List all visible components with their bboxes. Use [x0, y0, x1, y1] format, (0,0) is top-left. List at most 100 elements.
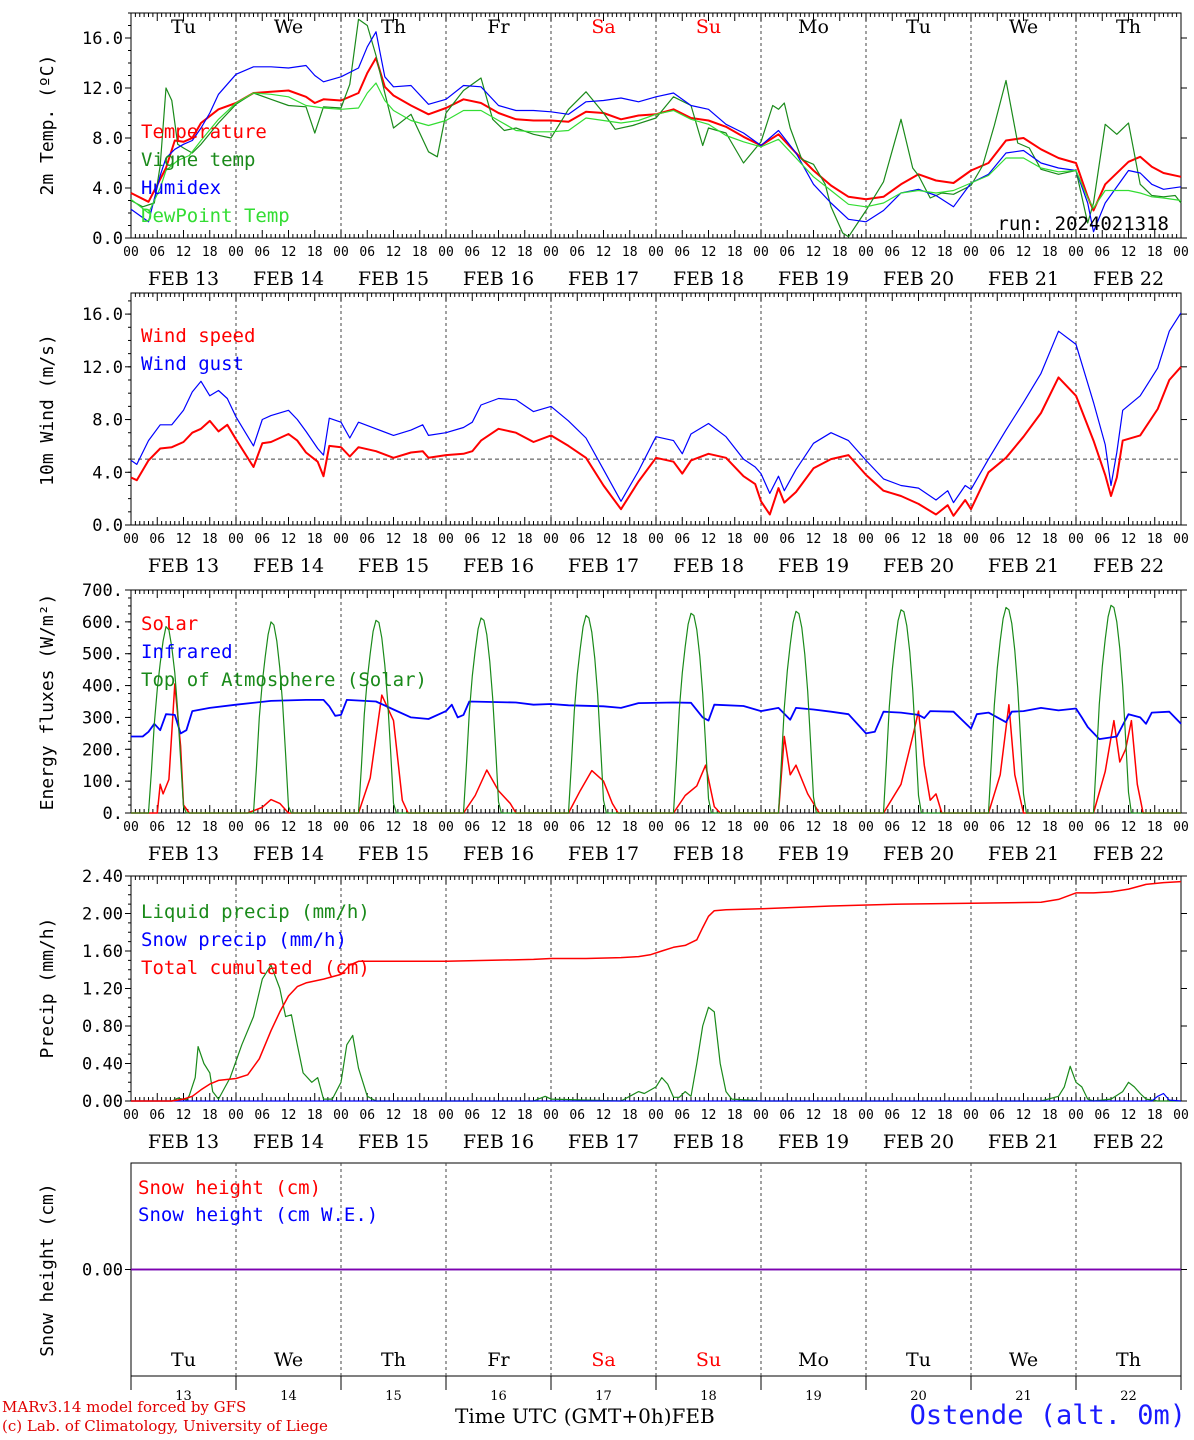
- date-label: FEB 13: [148, 1131, 219, 1153]
- hour-tick-label: 00: [963, 245, 979, 260]
- hour-tick-label: 00: [858, 820, 874, 835]
- hour-tick-label: 18: [937, 245, 953, 260]
- hour-tick-label: 00: [438, 820, 454, 835]
- hour-tick-label: 06: [989, 1108, 1005, 1123]
- legend-entry: Temperature: [141, 121, 267, 143]
- date-label: FEB 15: [358, 555, 429, 577]
- hour-tick-label: 06: [884, 245, 900, 260]
- y-tick-label: 0.00: [82, 1261, 123, 1281]
- hour-tick-label: 00: [753, 820, 769, 835]
- day-name-label: Tu: [906, 1349, 931, 1371]
- hour-tick-label: 12: [596, 1108, 612, 1123]
- day-name-label: We: [274, 1349, 303, 1371]
- panel-wind: 0.0 4.0 8.0 12.0 16.0 10m Wind (m/s) Wind spee…: [37, 292, 1189, 577]
- hour-tick-label: 06: [254, 1108, 270, 1123]
- day-number-label: 21: [1015, 1389, 1032, 1404]
- hour-tick-label: 00: [648, 820, 664, 835]
- date-label: FEB 22: [1093, 268, 1164, 290]
- legend-entry: Vigne temp: [141, 149, 255, 171]
- y-tick-label: 4.0: [92, 179, 123, 199]
- hour-tick-label: 12: [911, 532, 927, 547]
- date-label: FEB 18: [673, 268, 744, 290]
- legend-entry: Infrared: [141, 641, 233, 663]
- hour-tick-label: 00: [648, 532, 664, 547]
- hour-tick-label: 00: [648, 245, 664, 260]
- hour-tick-label: 06: [569, 245, 585, 260]
- day-number-label: 17: [595, 1389, 612, 1404]
- y-tick-label: 1.20: [82, 980, 123, 1000]
- hour-tick-label: 18: [1042, 532, 1058, 547]
- date-label: FEB 14: [253, 1131, 324, 1153]
- hour-tick-label: 00: [333, 245, 349, 260]
- hour-tick-label: 00: [123, 820, 139, 835]
- hour-tick-label: 12: [281, 820, 297, 835]
- day-name-label: Th: [381, 1349, 406, 1371]
- hour-tick-label: 12: [176, 245, 192, 260]
- hour-tick-label: 06: [569, 532, 585, 547]
- date-label: FEB 22: [1093, 555, 1164, 577]
- hour-tick-label: 18: [307, 820, 323, 835]
- hour-tick-label: 18: [832, 532, 848, 547]
- series-line-wind-speed: [130, 366, 1182, 517]
- y-tick-label: 16.0: [82, 305, 123, 325]
- hour-tick-label: 00: [858, 1108, 874, 1123]
- hour-tick-label: 00: [228, 1108, 244, 1123]
- day-number-label: 19: [805, 1389, 822, 1404]
- hour-tick-label: 18: [412, 245, 428, 260]
- hour-tick-label: 18: [412, 820, 428, 835]
- hour-tick-label: 00: [1173, 1108, 1189, 1123]
- hour-tick-label: 00: [1173, 820, 1189, 835]
- date-label: FEB 13: [148, 555, 219, 577]
- hour-tick-label: 06: [359, 820, 375, 835]
- hour-tick-label: 00: [543, 820, 559, 835]
- series-line-temperature: [130, 57, 1182, 212]
- hour-ticks: [130, 876, 1182, 1101]
- y-tick-label: 2.40: [82, 867, 123, 887]
- hour-tick-label: 00: [228, 245, 244, 260]
- date-label: FEB 18: [673, 555, 744, 577]
- day-name-label: We: [274, 16, 303, 38]
- hour-tick-label: 12: [176, 820, 192, 835]
- day-number-label: 20: [910, 1389, 927, 1404]
- hour-tick-label: 00: [1068, 532, 1084, 547]
- hour-tick-label: 00: [1068, 245, 1084, 260]
- hour-tick-label: 12: [386, 245, 402, 260]
- hour-tick-label: 06: [1094, 1108, 1110, 1123]
- date-label: FEB 21: [988, 268, 1059, 290]
- legend-entry: Snow height (cm): [138, 1177, 321, 1199]
- y-tick-label: 400.: [82, 677, 123, 697]
- hour-tick-label: 00: [648, 1108, 664, 1123]
- hour-ticks: [130, 293, 1182, 525]
- hour-tick-label: 18: [517, 820, 533, 835]
- model-line: MARv3.14 model forced by GFS: [2, 1398, 247, 1416]
- y-tick-label: 8.0: [92, 411, 123, 431]
- date-label: FEB 15: [358, 268, 429, 290]
- date-label: FEB 16: [463, 555, 534, 577]
- series-line-liquid-precip-mm-h-: [131, 964, 1181, 1102]
- day-name-label: Su: [696, 1349, 721, 1371]
- hour-tick-label: 12: [176, 532, 192, 547]
- hour-tick-label: 12: [386, 1108, 402, 1123]
- hour-tick-label: 00: [333, 820, 349, 835]
- hour-tick-label: 06: [989, 245, 1005, 260]
- hour-tick-label: 06: [359, 532, 375, 547]
- plot-frame: [130, 589, 1182, 814]
- hour-tick-label: 06: [1094, 245, 1110, 260]
- y-tick-label: 2.00: [82, 905, 123, 925]
- hour-tick-label: 18: [202, 820, 218, 835]
- date-label: FEB 17: [568, 1131, 639, 1153]
- hour-tick-label: 18: [307, 532, 323, 547]
- hour-tick-label: 06: [464, 1108, 480, 1123]
- date-label: FEB 19: [778, 268, 849, 290]
- hour-tick-label: 12: [1016, 1108, 1032, 1123]
- hour-tick-label: 18: [1147, 1108, 1163, 1123]
- hour-tick-label: 18: [412, 1108, 428, 1123]
- hour-tick-label: 06: [779, 1108, 795, 1123]
- date-label: FEB 15: [358, 1131, 429, 1153]
- y-tick-label: 12.0: [82, 358, 123, 378]
- date-label: FEB 16: [463, 843, 534, 865]
- hour-tick-label: 12: [1121, 820, 1137, 835]
- series-line-humidex: [130, 31, 1182, 233]
- day-name-label: Th: [1116, 16, 1141, 38]
- date-label: FEB 21: [988, 843, 1059, 865]
